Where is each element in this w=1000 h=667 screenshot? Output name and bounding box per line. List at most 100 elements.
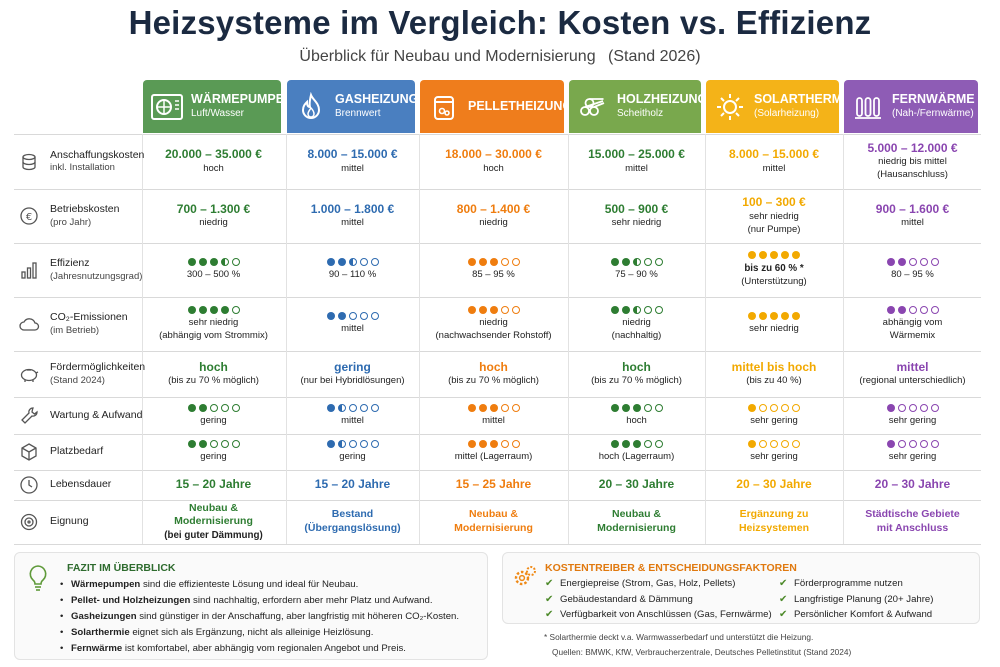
rating-dot xyxy=(231,403,240,412)
cell-8-2: 15 – 20 Jahre xyxy=(287,470,418,500)
cell-note: (bei guter Dämmung) xyxy=(164,530,263,542)
rating-dot xyxy=(621,440,630,449)
rating-dot xyxy=(748,403,756,412)
column-divider xyxy=(286,134,287,544)
rating-dot xyxy=(654,440,663,449)
rating-dots xyxy=(326,312,379,321)
row-title: Betriebskosten xyxy=(50,203,120,215)
fazit-item-bold: Gasheizungen xyxy=(71,611,137,622)
firewood-icon xyxy=(575,89,611,125)
cell-note: (bis zu 70 % möglich) xyxy=(168,375,259,387)
cell-value: 18.000 – 30.000 € xyxy=(445,147,542,162)
cell-value: 100 – 300 € xyxy=(742,195,806,210)
cell-value: 15 – 20 Jahre xyxy=(175,477,252,492)
rating-dot xyxy=(348,312,357,321)
rating-dot xyxy=(610,440,619,449)
row-label-text: Eignung xyxy=(50,515,89,529)
check-item: Verfügbarkeit von Anschlüssen (Gas, Fern… xyxy=(545,607,772,623)
cell-note: niedrig xyxy=(622,316,651,328)
row-subtitle: (pro Jahr) xyxy=(50,216,92,228)
rating-dot xyxy=(643,403,652,412)
fazit-item-text: ist komfortabel, aber abhängig vom regio… xyxy=(122,643,406,654)
cell-3-1: 300 – 500 % xyxy=(143,243,284,297)
cell-value: hoch xyxy=(622,359,651,374)
rating-dot xyxy=(886,403,895,412)
cell-5-2: gering (nur bei Hybridlösungen) xyxy=(287,351,418,397)
subtitle-text: Überblick für Neubau und Modernisierung xyxy=(299,48,596,65)
cell-value: gering xyxy=(334,359,371,374)
bar-chart-icon xyxy=(18,259,40,281)
cell-value: 5.000 – 12.000 € xyxy=(867,140,958,155)
target-icon xyxy=(18,511,40,533)
cell-value: Bestand (Übergangslösung) xyxy=(304,508,401,534)
row-label-7: Platzbedarf xyxy=(18,434,103,470)
rating-dot xyxy=(348,403,357,412)
fazit-item-text: sind günstiger in der Anschaffung, aber … xyxy=(136,611,460,622)
footnote: * Solarthermie deckt v.a. Warmwasserbeda… xyxy=(544,632,814,642)
row-label-text: Fördermöglichkeiten (Stand 2024) xyxy=(50,361,145,387)
rating-dot xyxy=(467,440,476,449)
rating-dot xyxy=(187,440,196,449)
cell-6-6: sehr gering xyxy=(844,397,981,434)
cell-note: mittel xyxy=(625,162,648,174)
cell-note: hoch xyxy=(203,162,224,174)
rating-dot xyxy=(748,251,756,260)
sun-icon xyxy=(712,89,748,125)
cell-value: 20.000 – 35.000 € xyxy=(165,147,262,162)
cell-note: (nur Pumpe) xyxy=(747,223,801,235)
cell-value: 15 – 25 Jahre xyxy=(455,477,532,492)
co2-cloud-icon xyxy=(18,313,40,335)
rating-dot xyxy=(478,258,487,267)
rating-dot xyxy=(781,403,789,412)
column-title: SOLARTHERMIE xyxy=(754,92,854,107)
cell-5-1: hoch (bis zu 70 % möglich) xyxy=(143,351,284,397)
column-subtitle: Brennwert xyxy=(335,108,381,120)
rating-dots xyxy=(326,440,379,449)
cell-value: mittel xyxy=(896,359,929,374)
column-title: HOLZHEIZUNG xyxy=(617,92,708,107)
column-header-holzheizung: HOLZHEIZUNG Scheitholz xyxy=(569,80,707,133)
checks-left: Energiepreise (Strom, Gas, Holz, Pellets… xyxy=(545,576,772,623)
row-title: Fördermöglichkeiten xyxy=(50,361,146,373)
rating-dot xyxy=(198,258,207,267)
rating-dot xyxy=(220,305,229,314)
cell-1-1: 20.000 – 35.000 € hoch xyxy=(143,134,284,189)
column-divider xyxy=(843,134,844,544)
column-title: WÄRMEPUMPE xyxy=(191,92,285,107)
cell-note: bis zu 60 % * xyxy=(744,263,804,275)
cell-note: sehr gering xyxy=(888,451,937,463)
cell-value: 700 – 1.300 € xyxy=(176,201,251,216)
rating-dot xyxy=(337,258,346,267)
cell-6-1: gering xyxy=(143,397,284,434)
cell-6-4: hoch xyxy=(569,397,704,434)
cell-value: 1.000 – 1.800 € xyxy=(310,201,395,216)
cell-note: (bis zu 70 % möglich) xyxy=(448,375,539,387)
lightbulb-icon xyxy=(25,563,51,593)
cell-note: niedrig bis mittel xyxy=(878,156,947,168)
row-label-8: Lebensdauer xyxy=(18,470,111,500)
cell-2-6: 900 – 1.600 € mittel xyxy=(844,189,981,243)
check-item: Förderprogramme nutzen xyxy=(779,576,933,592)
cell-note: mittel xyxy=(341,323,364,335)
coins-icon xyxy=(18,151,40,173)
rating-dot xyxy=(187,258,196,267)
rating-dot xyxy=(632,403,641,412)
rating-dot xyxy=(370,312,379,321)
cell-1-3: 18.000 – 30.000 € hoch xyxy=(420,134,567,189)
rating-dots xyxy=(748,312,800,321)
rating-dot xyxy=(359,258,368,267)
cell-note: sehr niedrig xyxy=(749,323,799,335)
column-title: FERNWÄRME xyxy=(892,92,975,107)
rating-dots xyxy=(326,258,379,267)
cell-7-1: gering xyxy=(143,434,284,470)
rating-dot xyxy=(326,258,335,267)
rating-dot xyxy=(759,312,767,321)
rating-dot xyxy=(897,440,906,449)
cell-value: Städtische Gebiete mit Anschluss xyxy=(865,508,960,534)
cell-6-2: mittel xyxy=(287,397,418,434)
cell-note: sehr niedrig xyxy=(611,217,662,229)
cell-2-4: 500 – 900 € sehr niedrig xyxy=(569,189,704,243)
rating-dot xyxy=(919,258,928,267)
cell-note: (regional unterschiedlich) xyxy=(859,375,966,387)
rating-dot xyxy=(209,440,218,449)
